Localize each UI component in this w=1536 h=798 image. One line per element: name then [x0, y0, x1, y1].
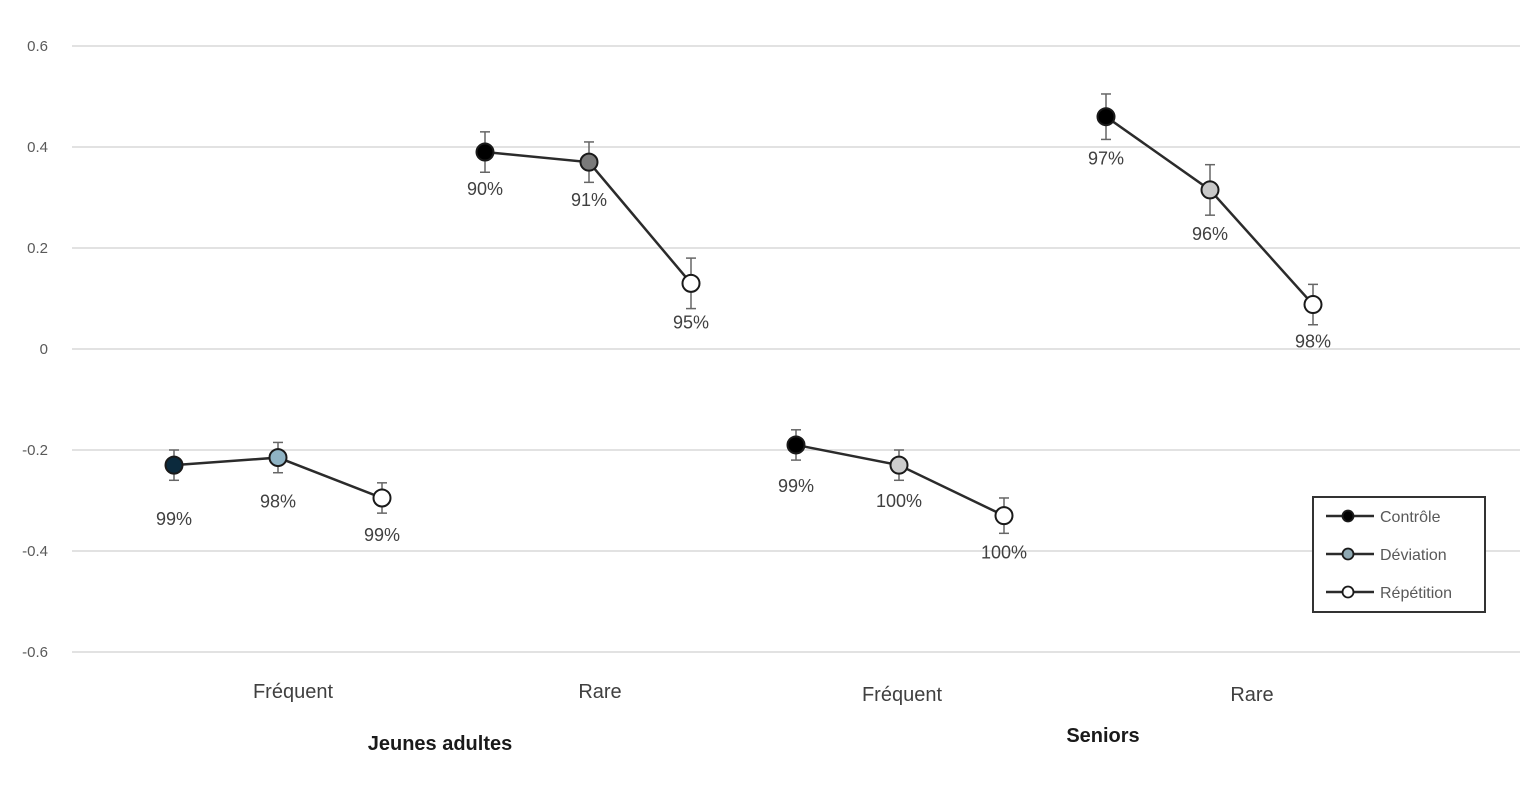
- data-label: 100%: [876, 491, 922, 511]
- data-clusters: 99% 98% 99% 90% 91% 95% 99% 100% 100% 97% 96% 98%: [156, 93, 1331, 563]
- data-label: 100%: [981, 543, 1027, 563]
- point-repetition: [1303, 295, 1323, 315]
- group-labels: Jeunes adultes Seniors: [368, 725, 1140, 755]
- y-tick-label: -0.2: [22, 442, 48, 459]
- data-label: 90%: [467, 179, 503, 199]
- data-label: 98%: [1295, 332, 1331, 352]
- data-label: 99%: [364, 525, 400, 545]
- y-axis-ticks: 0.6 0.4 0.2 0 -0.2 -0.4 -0.6: [22, 38, 48, 661]
- data-label: 97%: [1088, 149, 1124, 169]
- cluster-seniors-3: 97% 96% 98%: [1088, 93, 1331, 352]
- category-label: Fréquent: [253, 681, 333, 703]
- point-repetition: [372, 488, 392, 508]
- data-label: 91%: [571, 190, 607, 210]
- category-label: Rare: [1230, 684, 1273, 706]
- point-controle: [786, 435, 806, 455]
- y-tick-label: 0.2: [27, 240, 48, 257]
- y-tick-label: -0.4: [22, 543, 48, 560]
- legend-marker: [1341, 509, 1355, 523]
- legend: Contrôle Déviation Répétition: [1312, 496, 1486, 613]
- category-labels: Fréquent Rare Fréquent Rare: [253, 681, 1274, 706]
- cluster-jeunes-adultes-0: 99% 98% 99%: [156, 441, 400, 545]
- series-line: [484, 150, 692, 285]
- point-deviation: [579, 152, 599, 172]
- point-repetition: [681, 273, 701, 293]
- cluster-seniors-2: 99% 100% 100%: [778, 429, 1027, 563]
- data-label: 95%: [673, 312, 709, 332]
- point-deviation: [1200, 180, 1220, 200]
- group-label: Seniors: [1066, 725, 1139, 747]
- category-label: Rare: [578, 681, 621, 703]
- y-tick-label: 0.6: [27, 38, 48, 55]
- y-tick-label: 0.4: [27, 139, 48, 156]
- data-label: 98%: [260, 492, 296, 512]
- legend-label: Déviation: [1380, 547, 1447, 564]
- point-repetition: [994, 506, 1014, 526]
- legend-label: Contrôle: [1380, 509, 1441, 526]
- legend-marker: [1341, 585, 1355, 599]
- group-label: Jeunes adultes: [368, 733, 513, 755]
- data-label: 99%: [778, 476, 814, 496]
- data-label: 96%: [1192, 224, 1228, 244]
- point-deviation: [268, 448, 288, 468]
- data-label: 99%: [156, 509, 192, 529]
- point-deviation: [889, 455, 909, 475]
- y-tick-label: 0: [40, 341, 48, 358]
- cluster-jeunes-adultes-1: 90% 91% 95%: [467, 131, 709, 332]
- y-tick-label: -0.6: [22, 644, 48, 661]
- legend-label: Répétition: [1380, 585, 1452, 602]
- category-label: Fréquent: [862, 684, 942, 706]
- point-controle: [164, 455, 184, 475]
- point-controle: [475, 142, 495, 162]
- point-controle: [1096, 107, 1116, 127]
- legend-marker: [1341, 547, 1355, 561]
